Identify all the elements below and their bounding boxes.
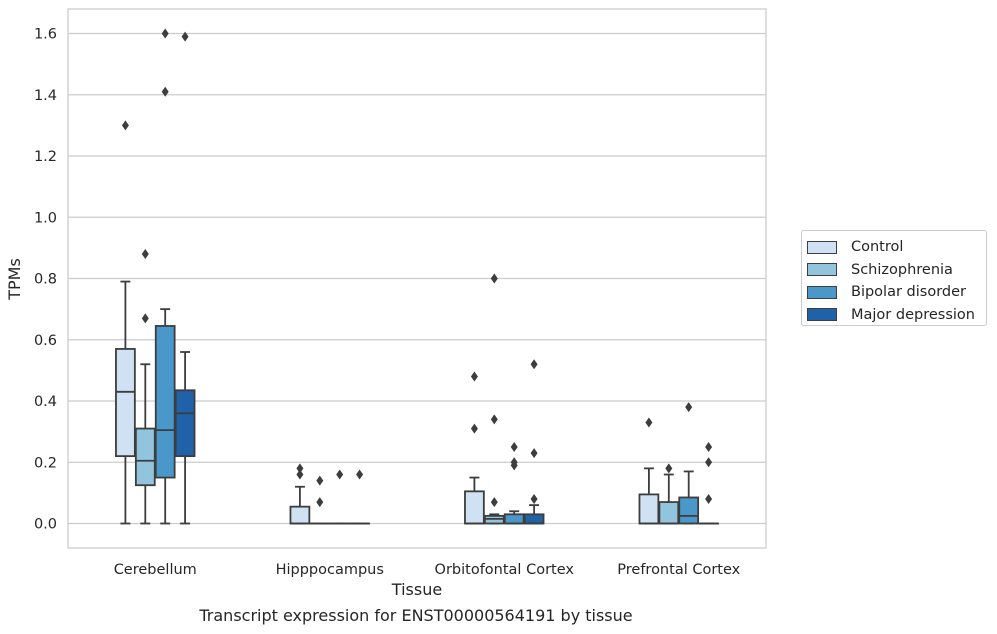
box-iqr (289, 505, 311, 525)
outlier-marker (530, 494, 538, 504)
box-groups (115, 28, 719, 525)
outlier-marker (161, 86, 169, 97)
outlier-marker (530, 359, 538, 370)
box-0-1 (289, 463, 311, 525)
outlier-marker (161, 28, 169, 39)
plot-frame (67, 8, 767, 549)
box-2-2 (503, 441, 525, 525)
x-tick-label: Prefrontal Cortex (617, 562, 740, 578)
legend-label: Control (851, 239, 904, 256)
box-1-1 (309, 475, 331, 525)
outlier-marker (181, 31, 189, 42)
x-axis-label: Tissue (391, 580, 442, 599)
y-tick-label: 0.4 (34, 394, 57, 410)
box-0-2 (464, 371, 485, 525)
outlier-marker (490, 273, 498, 284)
box-1-3 (658, 463, 680, 525)
y-tick-label: 1.2 (34, 149, 57, 165)
box-3-2 (523, 359, 545, 525)
y-tick-label: 1.4 (34, 88, 57, 104)
legend-swatch (807, 285, 837, 299)
box-iqr (503, 513, 525, 525)
box-iqr (134, 427, 156, 487)
legend-label: Bipolar disorder (851, 284, 966, 301)
outlier-marker (470, 371, 478, 382)
outlier-marker (336, 469, 344, 480)
box-1-0 (134, 249, 156, 525)
box-iqr (678, 496, 700, 525)
legend-swatch (807, 240, 837, 254)
box-2-0 (154, 28, 176, 525)
chart-caption: Transcript expression for ENST0000056419… (199, 606, 633, 625)
outlier-marker (356, 469, 364, 480)
outlier-marker (530, 448, 538, 459)
box-iqr (115, 348, 136, 458)
outlier-marker (705, 441, 713, 452)
box-0-3 (638, 417, 660, 525)
box-iqr (638, 493, 660, 525)
x-tick-label: Cerebellum (114, 562, 197, 578)
box-3-1 (349, 469, 370, 525)
box-1-2 (483, 273, 505, 525)
outlier-marker (141, 313, 149, 324)
outlier-marker (510, 457, 518, 468)
y-tick-label: 0.8 (34, 272, 57, 288)
box-iqr (154, 325, 176, 479)
outlier-marker (296, 469, 304, 480)
legend-swatch (807, 308, 837, 322)
y-tick-label: 1.6 (34, 27, 57, 43)
box-0-0 (115, 120, 136, 525)
outlier-marker (296, 463, 304, 474)
legend-item: Control (807, 236, 986, 259)
outlier-marker (510, 441, 518, 452)
box-iqr (464, 490, 485, 525)
outlier-marker (665, 463, 673, 474)
legend-item: Major depression (807, 304, 986, 327)
outlier-marker (705, 457, 713, 468)
y-tick-label: 0.6 (34, 333, 57, 349)
y-axis-ticks: 0.0 0.2 0.4 0.6 0.8 1.0 1.2 1.4 1.6 (34, 27, 57, 533)
x-tick-label: Hipppocampus (276, 562, 384, 578)
legend-item: Bipolar disorder (807, 281, 986, 304)
outlier-marker (490, 497, 498, 508)
outlier-marker (685, 402, 693, 413)
legend-label: Schizophrenia (851, 261, 953, 278)
box-3-3 (698, 441, 719, 525)
x-axis-ticks: Cerebellum Hipppocampus Orbitofontal Corte… (114, 562, 741, 578)
box-2-1 (329, 469, 351, 525)
box-2-3 (678, 402, 700, 525)
box-iqr (523, 513, 545, 525)
legend-swatch (807, 263, 837, 277)
box-3-0 (174, 31, 196, 525)
box-iqr (658, 501, 680, 525)
outlier-marker (316, 475, 324, 486)
outlier-marker (490, 414, 498, 425)
y-axis-label: TPMs (5, 258, 24, 301)
y-tick-label: 0.0 (34, 517, 57, 533)
y-tick-label: 1.0 (34, 210, 57, 226)
outlier-marker (645, 417, 653, 428)
y-tick-label: 0.2 (34, 455, 57, 471)
legend-item: Schizophrenia (807, 259, 986, 282)
outlier-marker (316, 497, 324, 508)
legend-label: Major depression (851, 306, 975, 323)
box-iqr (174, 389, 196, 458)
x-tick-label: Orbitofontal Cortex (435, 562, 575, 578)
outlier-marker (705, 494, 713, 504)
outlier-marker (141, 249, 149, 259)
outlier-marker (470, 423, 478, 434)
outlier-marker (121, 120, 129, 131)
legend: Control Schizophrenia Bipolar disorder Majo… (801, 230, 987, 326)
